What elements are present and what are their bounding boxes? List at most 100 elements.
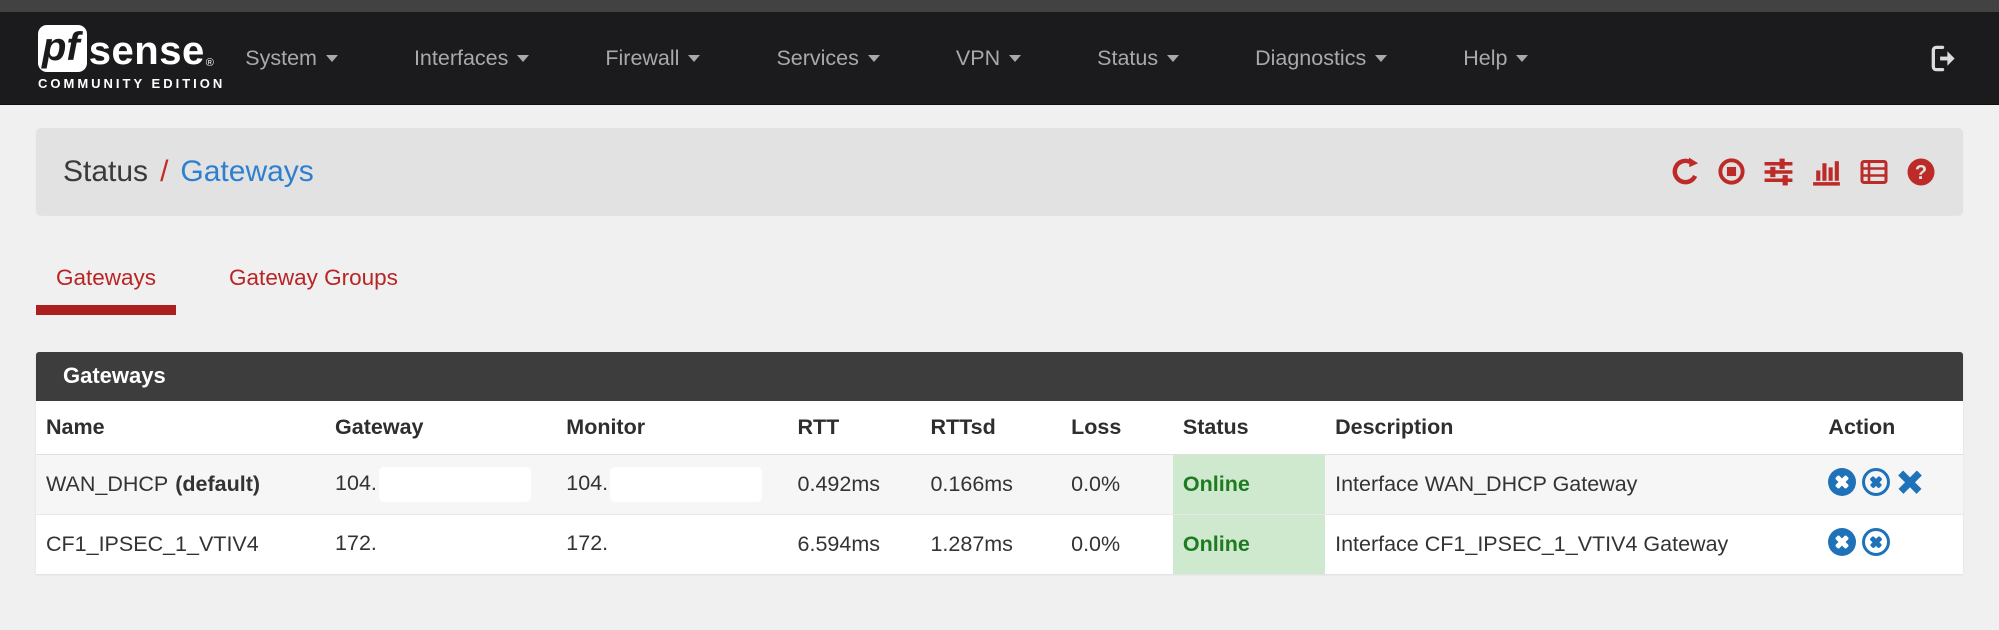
gateway-name: CF1_IPSEC_1_VTIV4 xyxy=(46,532,259,556)
monitor-ip-prefix: 172. xyxy=(566,531,609,556)
nav-item-interfaces[interactable]: Interfaces xyxy=(413,45,530,71)
rttsd-cell: 1.287ms xyxy=(920,514,1062,574)
help-icon[interactable]: ? xyxy=(1905,156,1937,188)
nav-label: Firewall xyxy=(605,45,680,70)
status-badge: Online xyxy=(1182,472,1250,496)
col-status: Status xyxy=(1172,401,1326,455)
nav-label: Diagnostics xyxy=(1255,45,1367,70)
gateway-default-note: (default) xyxy=(175,472,261,496)
pf-logo-mark: pf xyxy=(38,25,87,72)
nav-item-firewall[interactable]: Firewall xyxy=(605,45,701,71)
times-circle-solid-icon[interactable] xyxy=(1828,527,1857,556)
rttsd-cell: 0.166ms xyxy=(920,454,1062,515)
sense-logo-text: sense xyxy=(88,29,205,73)
main-menu: System Interfaces Firewall Services VPN … xyxy=(245,46,1604,71)
page-toolbar: ? xyxy=(1670,155,1937,188)
action-cell xyxy=(1818,514,1963,574)
times-circle-outline-icon[interactable] xyxy=(1862,527,1891,556)
times-icon[interactable] xyxy=(1896,468,1923,495)
registered-mark: ® xyxy=(205,57,214,69)
nav-item-vpn[interactable]: VPN xyxy=(955,45,1022,71)
chevron-down-icon xyxy=(1516,54,1529,62)
nav-label: Interfaces xyxy=(413,45,509,70)
gateway-ip-prefix: 104. xyxy=(335,471,377,496)
gateway-name: WAN_DHCP xyxy=(46,472,169,496)
nav-label: Status xyxy=(1097,45,1159,70)
window-top-strip xyxy=(0,0,1999,12)
panel-title: Gateways xyxy=(36,352,1963,401)
col-monitor: Monitor xyxy=(556,401,788,455)
monitor-address-cell: 172. xyxy=(556,514,788,574)
monitor-ip-prefix: 104. xyxy=(566,471,609,496)
nav-item-status[interactable]: Status xyxy=(1097,45,1180,71)
gateway-ip-prefix: 172. xyxy=(335,531,377,556)
breadcrumb-section[interactable]: Status xyxy=(63,154,149,188)
table-header-row: Name Gateway Monitor RTT RTTsd Loss Stat… xyxy=(36,401,1963,455)
sign-out-icon xyxy=(1931,45,1955,71)
rtt-cell: 6.594ms xyxy=(787,514,921,574)
col-gateway: Gateway xyxy=(325,401,557,455)
chevron-down-icon xyxy=(517,54,530,62)
col-rttsd: RTTsd xyxy=(920,401,1062,455)
community-edition-label: COMMUNITY EDITION xyxy=(38,76,226,91)
tab-gateways[interactable]: Gateways xyxy=(36,265,177,315)
status-badge: Online xyxy=(1182,532,1250,556)
col-name: Name xyxy=(36,401,326,455)
redacted-ip xyxy=(610,467,763,502)
svg-text:?: ? xyxy=(1915,162,1927,184)
gateway-address-cell: 172. xyxy=(325,514,557,574)
times-circle-outline-icon[interactable] xyxy=(1862,467,1891,496)
chevron-down-icon xyxy=(325,54,338,62)
nav-item-services[interactable]: Services xyxy=(776,45,880,71)
rtt-cell: 0.492ms xyxy=(787,454,921,515)
table-row: WAN_DHCP (default) 104. 104. 0.492ms 0.16… xyxy=(36,454,1963,515)
chevron-down-icon xyxy=(1009,54,1022,62)
col-rtt: RTT xyxy=(787,401,921,455)
nav-label: VPN xyxy=(955,45,1001,70)
status-cell: Online xyxy=(1172,454,1326,515)
nav-item-system[interactable]: System xyxy=(245,46,338,71)
nav-label: System xyxy=(245,45,317,70)
refresh-icon[interactable] xyxy=(1670,156,1701,187)
tab-gateway-groups[interactable]: Gateway Groups xyxy=(209,265,418,315)
gateway-name-cell: CF1_IPSEC_1_VTIV4 xyxy=(36,514,326,574)
nav-label: Help xyxy=(1463,45,1508,70)
gateways-table: Name Gateway Monitor RTT RTTsd Loss Stat… xyxy=(36,401,1963,574)
times-circle-solid-icon[interactable] xyxy=(1828,467,1857,496)
page-header-panel: Status / Gateways xyxy=(36,128,1963,215)
chevron-down-icon xyxy=(867,54,880,62)
logout-button[interactable] xyxy=(1928,43,1959,74)
tab-label: Gateway Groups xyxy=(229,265,398,290)
loss-cell: 0.0% xyxy=(1061,454,1173,515)
gateways-panel: Gateways Name Gateway Monitor RTT RTTsd … xyxy=(36,352,1963,574)
nav-item-diagnostics[interactable]: Diagnostics xyxy=(1255,45,1388,71)
monitor-address-cell: 104. xyxy=(556,454,788,515)
col-loss: Loss xyxy=(1061,401,1173,455)
nav-label: Services xyxy=(776,45,859,70)
col-description: Description xyxy=(1325,401,1819,455)
breadcrumb: Status / Gateways xyxy=(63,155,314,189)
description-cell: Interface WAN_DHCP Gateway xyxy=(1325,454,1819,515)
status-cell: Online xyxy=(1172,514,1326,574)
action-cell xyxy=(1818,454,1963,515)
gateway-address-cell: 104. xyxy=(325,454,557,515)
description-cell: Interface CF1_IPSEC_1_VTIV4 Gateway xyxy=(1325,514,1819,574)
breadcrumb-separator: / xyxy=(160,154,169,188)
pfsense-logo[interactable]: pf sense ® COMMUNITY EDITION xyxy=(38,25,225,91)
nav-item-help[interactable]: Help xyxy=(1463,45,1529,71)
sliders-icon[interactable] xyxy=(1762,155,1795,188)
chevron-down-icon xyxy=(1375,54,1388,62)
redacted-ip xyxy=(610,527,763,562)
log-list-icon[interactable] xyxy=(1858,156,1890,188)
redacted-ip xyxy=(378,527,531,562)
gateway-name-cell: WAN_DHCP (default) xyxy=(36,454,326,515)
col-action: Action xyxy=(1818,401,1963,455)
tab-bar: Gateways Gateway Groups xyxy=(36,215,1999,315)
top-navbar: pf sense ® COMMUNITY EDITION System Inte… xyxy=(0,12,1999,105)
tab-label: Gateways xyxy=(56,265,157,290)
loss-cell: 0.0% xyxy=(1061,514,1173,574)
breadcrumb-page[interactable]: Gateways xyxy=(180,154,314,188)
bar-chart-icon[interactable] xyxy=(1810,155,1843,188)
stop-circle-icon[interactable] xyxy=(1716,156,1747,187)
